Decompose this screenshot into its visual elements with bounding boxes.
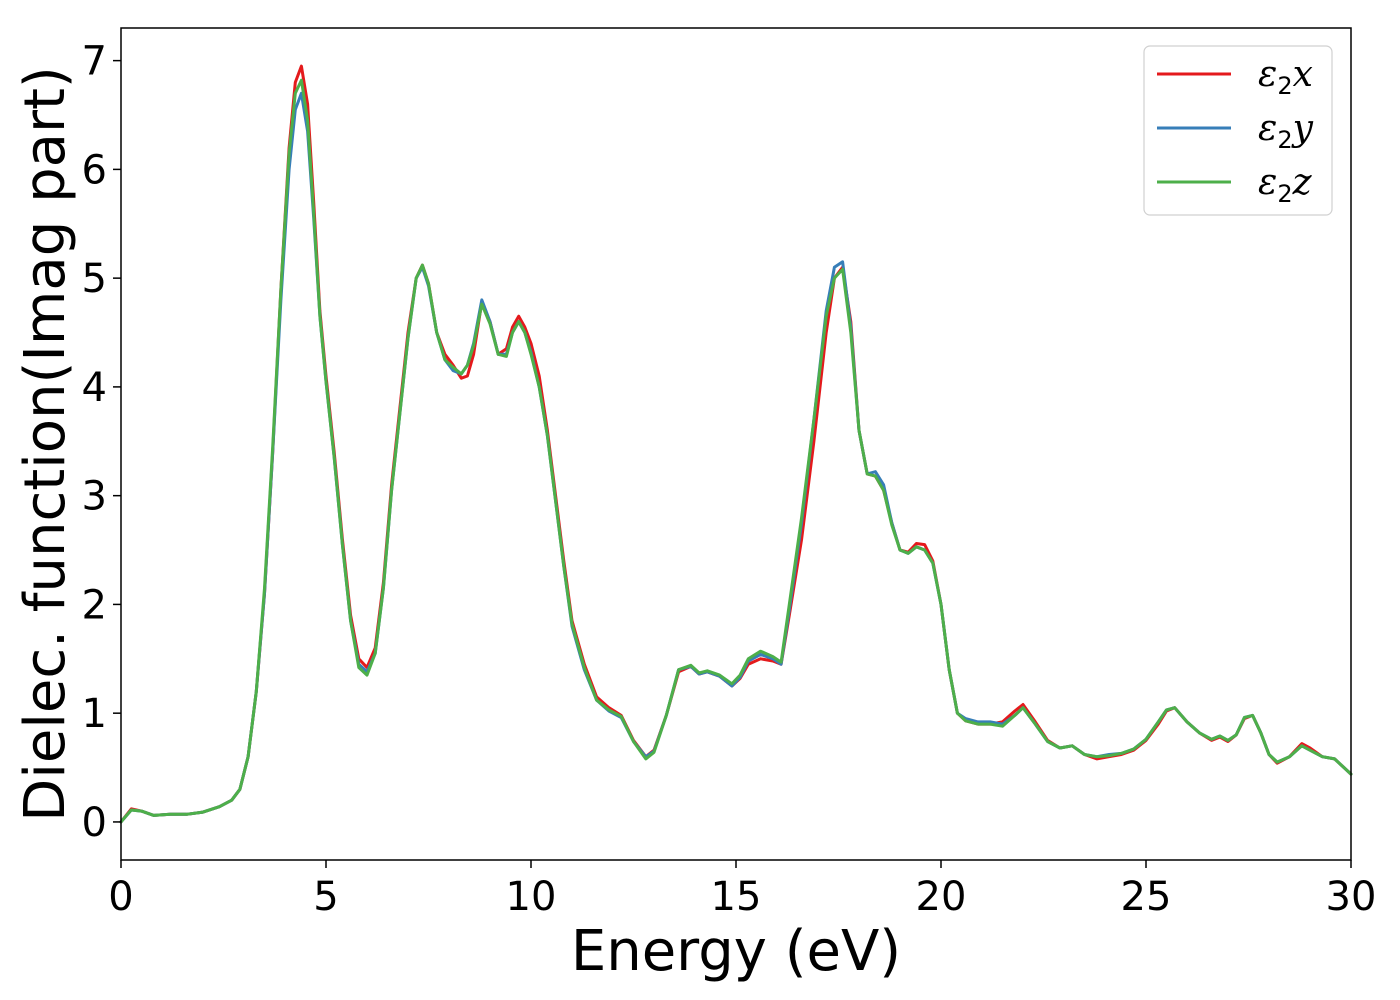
legend-variable: y [1291, 108, 1314, 149]
legend-symbol: ε [1258, 108, 1277, 149]
y-axis-label: Dielec. function(Imag part) [13, 66, 78, 822]
y-tick-label: 5 [82, 256, 107, 302]
x-tick-label: 25 [1121, 874, 1172, 920]
legend-symbol: ε [1258, 54, 1277, 95]
legend-variable: x [1293, 54, 1313, 95]
legend-label: ε2x [1258, 54, 1313, 100]
x-tick-label: 5 [313, 874, 338, 920]
y-tick-label: 1 [82, 691, 107, 737]
x-axis-label: Energy (eV) [571, 919, 901, 984]
legend-label: ε2z [1258, 162, 1313, 208]
series-layer [119, 64, 1353, 824]
y-tick-label: 6 [82, 147, 107, 193]
x-tick-label: 0 [108, 874, 133, 920]
x-tick-label: 20 [916, 874, 967, 920]
y-tick-label: 2 [82, 582, 107, 628]
x-axis-ticks: 0 5 10 15 20 25 30 [108, 860, 1376, 920]
y-tick-label: 7 [82, 39, 107, 85]
legend-label: ε2y [1258, 108, 1314, 154]
legend-variable: z [1292, 162, 1313, 203]
x-tick-label: 10 [506, 874, 557, 920]
legend-subscript: 2 [1277, 72, 1292, 100]
legend-subscript: 2 [1277, 180, 1292, 208]
y-axis-ticks: 0 1 2 3 4 5 6 7 [82, 39, 121, 846]
legend-subscript: 2 [1277, 126, 1292, 154]
legend-entry-x: ε2x [1157, 54, 1313, 100]
x-tick-label: 30 [1326, 874, 1377, 920]
x-tick-label: 15 [711, 874, 762, 920]
y-tick-label: 3 [82, 474, 107, 520]
legend-symbol: ε [1258, 162, 1277, 203]
legend-box [1143, 45, 1333, 216]
legend-entry-z: ε2z [1157, 162, 1313, 208]
y-tick-label: 0 [82, 800, 107, 846]
y-tick-label: 4 [82, 365, 107, 411]
series-line-z [119, 78, 1353, 824]
legend-entry-y: ε2y [1157, 108, 1314, 154]
